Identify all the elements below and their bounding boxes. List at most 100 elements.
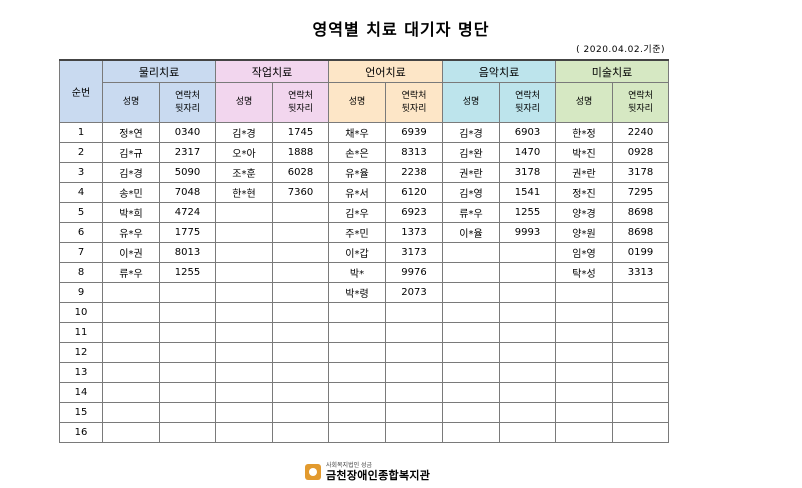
name-cell — [102, 282, 160, 303]
phone-cell — [385, 322, 443, 343]
name-cell — [215, 402, 273, 423]
name-cell: 이*권 — [102, 242, 160, 263]
table-row: 5 박*희 4724 김*우 6923 류*우 1255 양*경 8698 — [59, 202, 669, 223]
name-cell: 송*민 — [102, 182, 160, 203]
phone-cell — [159, 362, 216, 383]
name-cell: 박*희 — [102, 202, 160, 223]
name-col-header: 성명 — [215, 82, 273, 123]
phone-cell — [272, 262, 329, 283]
phone-cell — [499, 322, 556, 343]
name-cell — [555, 422, 613, 443]
group-header-occupational: 작업치료 — [215, 59, 329, 83]
phone-cell: 0199 — [612, 242, 669, 263]
name-cell — [215, 262, 273, 283]
group-header-music: 음악치료 — [442, 59, 556, 83]
table-row: 9 박*령 2073 — [59, 282, 669, 303]
row-number: 3 — [59, 162, 103, 183]
phone-cell: 1541 — [499, 182, 556, 203]
name-cell: 박* — [328, 262, 386, 283]
name-cell: 김*경 — [442, 122, 500, 143]
name-cell — [215, 202, 273, 223]
row-number: 13 — [59, 362, 103, 383]
name-cell: 이*율 — [442, 222, 500, 243]
phone-cell: 1373 — [385, 222, 443, 243]
phone-cell — [499, 402, 556, 423]
name-cell: 양*경 — [555, 202, 613, 223]
phone-cell: 2073 — [385, 282, 443, 303]
name-cell — [442, 362, 500, 383]
phone-cell: 5090 — [159, 162, 216, 183]
name-col-header: 성명 — [442, 82, 500, 123]
phone-cell: 8313 — [385, 142, 443, 163]
name-cell: 김*완 — [442, 142, 500, 163]
name-cell — [555, 322, 613, 343]
org-subtitle: 사회복지법인 성금 — [326, 462, 373, 469]
group-header-physical: 물리치료 — [102, 59, 216, 83]
group-header-art: 미술치료 — [555, 59, 669, 83]
name-cell — [328, 322, 386, 343]
phone-cell — [272, 402, 329, 423]
phone-cell: 1745 — [272, 122, 329, 143]
name-cell — [442, 322, 500, 343]
name-cell — [215, 342, 273, 363]
phone-cell — [612, 302, 669, 323]
phone-col-header: 연락처 뒷자리 — [272, 82, 329, 123]
name-cell — [102, 362, 160, 383]
phone-cell — [499, 342, 556, 363]
table-row: 12 — [59, 342, 669, 363]
phone-cell — [272, 362, 329, 383]
table-row: 8 류*우 1255 박* 9976 탁*성 3313 — [59, 262, 669, 283]
phone-cell: 0928 — [612, 142, 669, 163]
phone-cell: 1888 — [272, 142, 329, 163]
name-cell — [328, 402, 386, 423]
phone-cell — [499, 282, 556, 303]
phone-cell — [159, 282, 216, 303]
name-cell — [102, 302, 160, 323]
row-number: 11 — [59, 322, 103, 343]
name-col-header: 성명 — [328, 82, 386, 123]
name-cell: 탁*성 — [555, 262, 613, 283]
phone-cell — [272, 222, 329, 243]
name-cell — [215, 322, 273, 343]
table-row: 14 — [59, 382, 669, 403]
name-cell — [555, 362, 613, 383]
phone-cell — [272, 342, 329, 363]
name-cell: 박*진 — [555, 142, 613, 163]
row-number: 7 — [59, 242, 103, 263]
org-name: 금천장애인종합복지관 — [326, 469, 431, 482]
name-cell: 김*경 — [215, 122, 273, 143]
name-cell: 류*우 — [442, 202, 500, 223]
name-cell — [555, 382, 613, 403]
phone-cell — [499, 422, 556, 443]
phone-col-line2: 뒷자리 — [401, 103, 427, 114]
phone-col-header: 연락처 뒷자리 — [612, 82, 669, 123]
waiting-list-table: 순번 물리치료 작업치료 언어치료 음악치료 미술치료 성명 연락처 뒷자리 성명… — [59, 59, 669, 443]
name-cell — [102, 402, 160, 423]
phone-cell — [272, 202, 329, 223]
name-cell — [215, 282, 273, 303]
phone-cell — [272, 242, 329, 263]
phone-cell: 7360 — [272, 182, 329, 203]
name-cell — [442, 342, 500, 363]
phone-cell — [612, 402, 669, 423]
phone-col-line1: 연락처 — [401, 90, 427, 101]
phone-cell — [385, 422, 443, 443]
table-row: 10 — [59, 302, 669, 323]
phone-cell — [159, 322, 216, 343]
phone-cell: 2240 — [612, 122, 669, 143]
phone-cell: 6028 — [272, 162, 329, 183]
phone-cell: 3173 — [385, 242, 443, 263]
row-number: 2 — [59, 142, 103, 163]
phone-col-line1: 연락처 — [628, 90, 653, 101]
name-cell: 박*령 — [328, 282, 386, 303]
name-cell — [102, 422, 160, 443]
phone-cell — [499, 262, 556, 283]
name-col-header: 성명 — [555, 82, 613, 123]
name-cell — [442, 382, 500, 403]
phone-cell: 0340 — [159, 122, 216, 143]
table-row: 11 — [59, 322, 669, 343]
phone-cell: 8698 — [612, 222, 669, 243]
row-number: 12 — [59, 342, 103, 363]
name-cell — [215, 382, 273, 403]
name-cell — [442, 262, 500, 283]
